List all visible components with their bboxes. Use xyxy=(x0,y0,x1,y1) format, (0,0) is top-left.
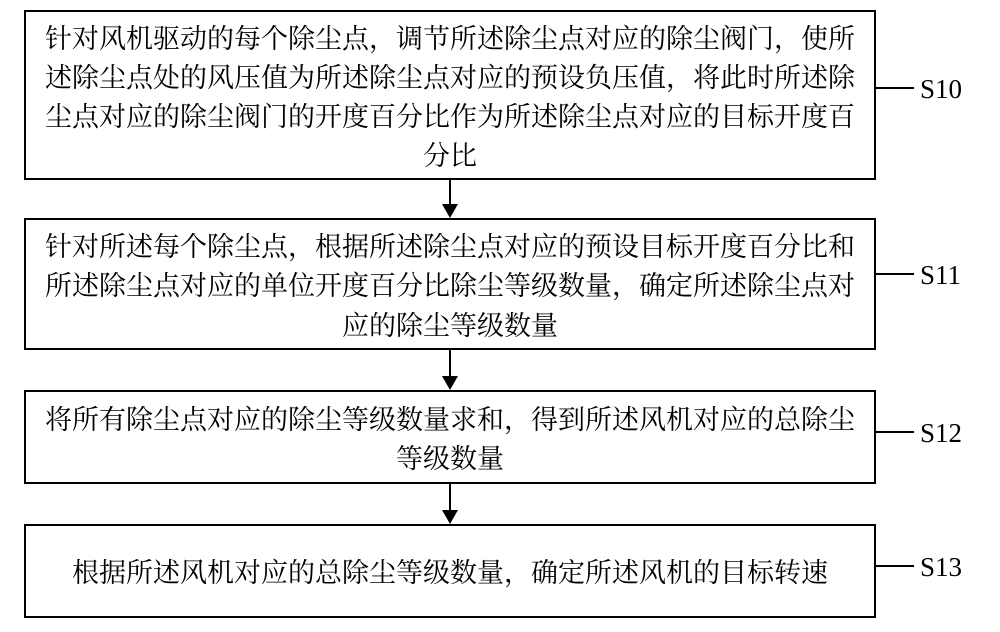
step-box-s11: 针对所述每个除尘点，根据所述除尘点对应的预设目标开度百分比和所述除尘点对应的单位… xyxy=(24,218,876,350)
step-box-s12: 将所有除尘点对应的除尘等级数量求和，得到所述风机对应的总除尘等级数量 xyxy=(24,390,876,484)
arrow-line xyxy=(449,350,451,376)
step-box-s10: 针对风机驱动的每个除尘点，调节所述除尘点对应的除尘阀门，使所述除尘点处的风压值为… xyxy=(24,10,876,180)
step-text: 针对所述每个除尘点，根据所述除尘点对应的预设目标开度百分比和所述除尘点对应的单位… xyxy=(36,225,864,342)
flowchart-canvas: 针对风机驱动的每个除尘点，调节所述除尘点对应的除尘阀门，使所述除尘点处的风压值为… xyxy=(0,0,1000,632)
arrow-line xyxy=(449,484,451,510)
arrow-head-icon xyxy=(442,204,458,218)
step-text: 针对风机驱动的每个除尘点，调节所述除尘点对应的除尘阀门，使所述除尘点处的风压值为… xyxy=(36,17,864,174)
step-label-s13: S13 xyxy=(920,552,962,583)
arrow-head-icon xyxy=(442,510,458,524)
step-box-s13: 根据所述风机对应的总除尘等级数量，确定所述风机的目标转速 xyxy=(24,524,876,618)
arrow-head-icon xyxy=(442,376,458,390)
step-label-s10: S10 xyxy=(920,74,962,105)
arrow-line xyxy=(449,180,451,204)
step-label-s12: S12 xyxy=(920,418,962,449)
step-text: 根据所述风机对应的总除尘等级数量，确定所述风机的目标转速 xyxy=(72,551,828,590)
step-text: 将所有除尘点对应的除尘等级数量求和，得到所述风机对应的总除尘等级数量 xyxy=(36,398,864,476)
step-label-s11: S11 xyxy=(920,260,961,291)
